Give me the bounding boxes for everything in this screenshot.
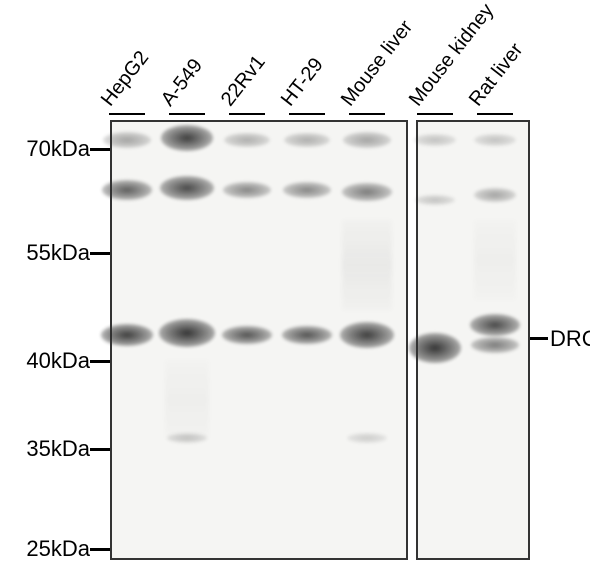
lane-tick <box>417 113 453 115</box>
mw-tick <box>90 148 110 151</box>
blot-band <box>102 180 152 200</box>
blot-band <box>282 326 332 344</box>
lane-label: HepG2 <box>97 47 154 111</box>
lane-label: A-549 <box>157 55 208 111</box>
blot-band <box>347 433 387 443</box>
blot-band <box>167 433 207 443</box>
protein-tick <box>530 337 548 340</box>
blot-band <box>470 314 520 336</box>
blot-band <box>409 333 461 363</box>
blot-band <box>283 182 331 198</box>
mw-label: 40kDa <box>0 348 90 374</box>
blot-band <box>471 337 519 353</box>
lane-label: Rat liver <box>465 39 528 111</box>
blot-band <box>414 134 456 146</box>
blot-band <box>103 132 151 148</box>
lane-tick <box>289 113 325 115</box>
blot-band <box>222 326 272 344</box>
mw-tick <box>90 252 110 255</box>
blot-band <box>474 188 516 202</box>
blot-smear <box>342 220 392 310</box>
mw-tick <box>90 448 110 451</box>
mw-tick <box>90 548 110 551</box>
blot-smear <box>474 220 516 300</box>
mw-label: 35kDa <box>0 436 90 462</box>
lane-tick <box>169 113 205 115</box>
blot-band <box>284 133 330 147</box>
mw-tick <box>90 360 110 363</box>
lane-tick <box>109 113 145 115</box>
blot-smear <box>165 360 209 440</box>
lane-label: 22Rv1 <box>217 51 271 111</box>
mw-label: 25kDa <box>0 536 90 562</box>
blot-band <box>160 176 214 200</box>
blot-figure: HepG2A-54922Rv1HT-29Mouse liverMouse kid… <box>0 0 590 583</box>
lane-tick <box>349 113 385 115</box>
protein-label: DRG1 <box>550 326 590 352</box>
blot-band <box>474 134 516 146</box>
blot-band <box>159 319 215 347</box>
lane-tick <box>229 113 265 115</box>
mw-label: 70kDa <box>0 136 90 162</box>
blot-band <box>340 322 394 348</box>
blot-band <box>101 324 153 346</box>
lane-label: HT-29 <box>277 54 329 111</box>
mw-label: 55kDa <box>0 240 90 266</box>
lane-tick <box>477 113 513 115</box>
blot-band <box>224 133 270 147</box>
blot-band <box>342 183 392 201</box>
blot-band <box>415 195 455 205</box>
blot-band <box>223 182 271 198</box>
blot-band <box>343 132 391 148</box>
blot-band <box>161 125 213 151</box>
